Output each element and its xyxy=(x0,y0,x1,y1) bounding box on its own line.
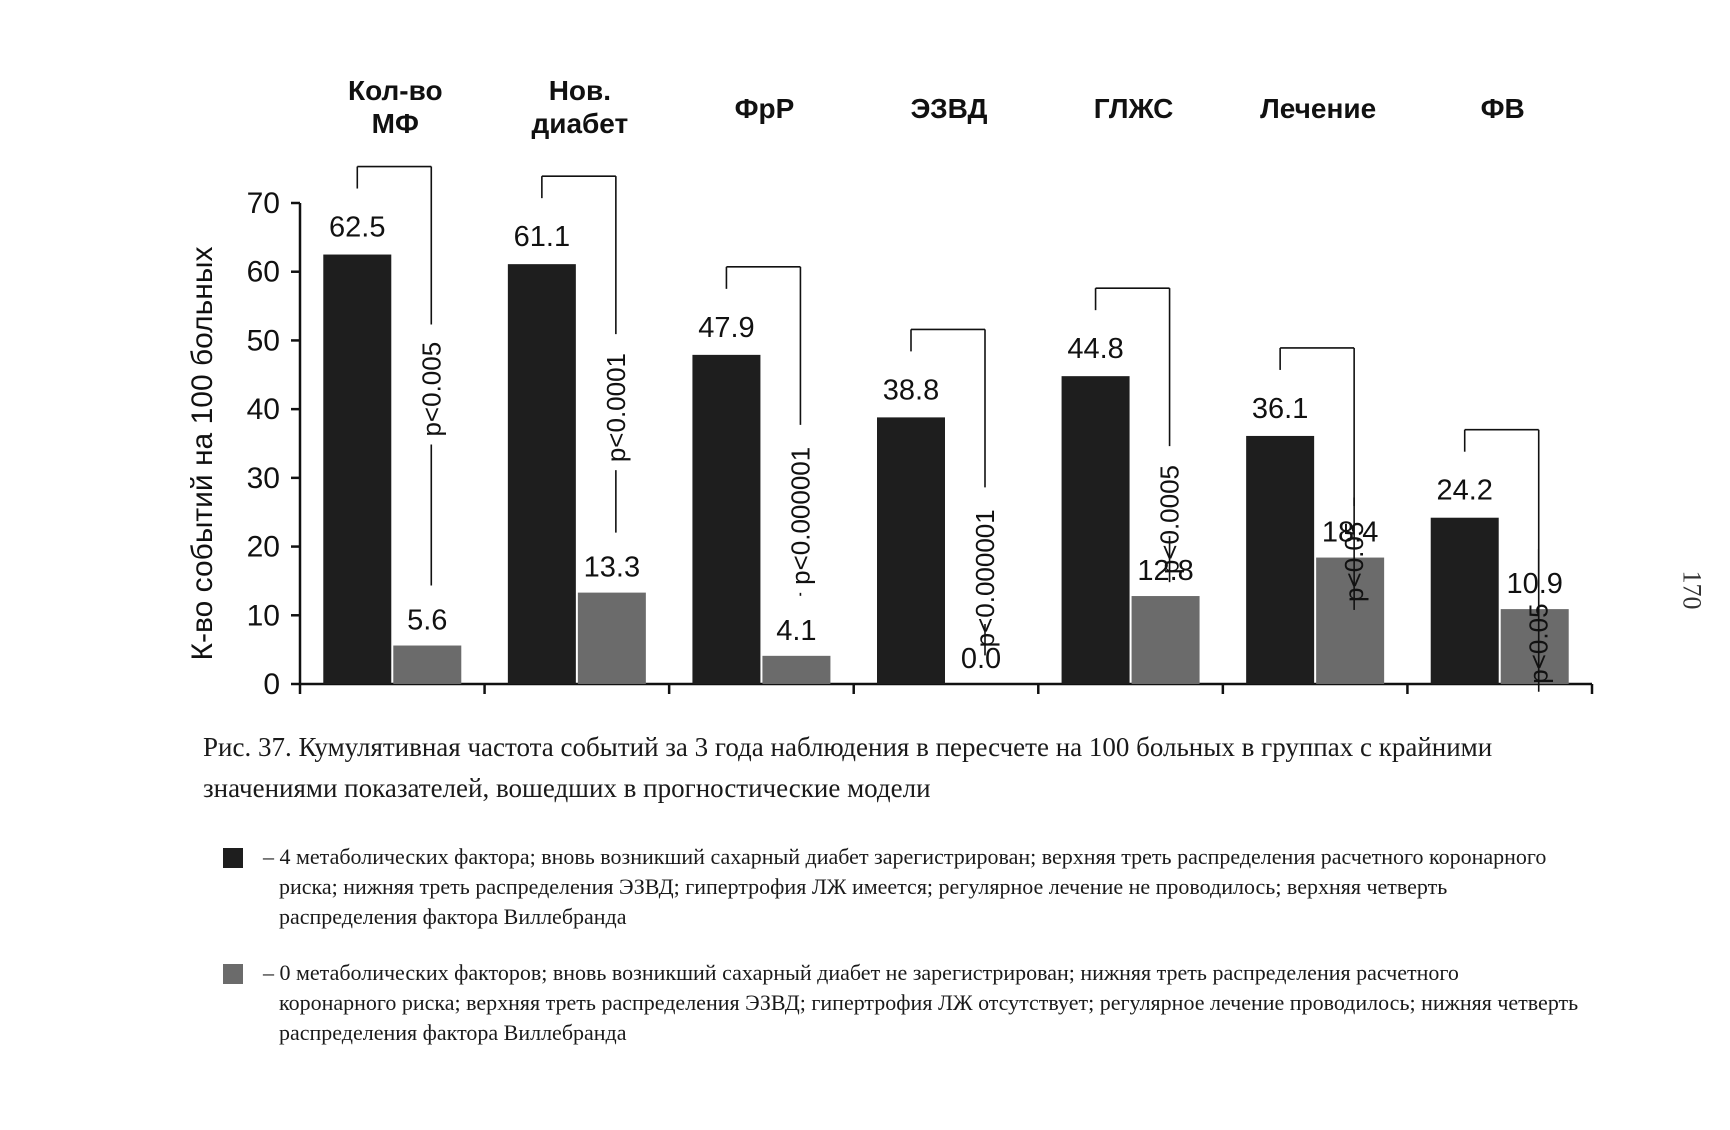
page-number: 170 xyxy=(1677,570,1707,610)
p-value-label: p<0.005 xyxy=(416,342,446,437)
y-axis-title: К-во событий на 100 больных xyxy=(186,247,219,661)
bar-group-max xyxy=(507,264,576,684)
value-label: 62.5 xyxy=(329,212,385,244)
category-label: ГЛЖС xyxy=(1094,93,1174,124)
p-value-label: p<0.000001 xyxy=(785,447,815,585)
category-label: ФрР xyxy=(735,93,795,124)
category-label: ФВ xyxy=(1481,93,1525,124)
p-value-label: p<0.0005 xyxy=(1155,465,1185,574)
value-label: 10.9 xyxy=(1506,568,1562,600)
category-label: Кол-во xyxy=(348,75,443,106)
value-label: 38.8 xyxy=(883,374,939,406)
y-tick-label: 60 xyxy=(247,256,280,289)
category-label: МФ xyxy=(372,108,419,139)
bar-group-max xyxy=(877,417,945,684)
value-label: 5.6 xyxy=(407,605,447,637)
bar-group-min xyxy=(1316,557,1385,684)
value-label: 61.1 xyxy=(514,221,570,253)
value-label: 24.2 xyxy=(1436,475,1492,507)
bar-chart: 0 10 20 30 40 50 60 70 К-во событий на 100 больн… xyxy=(186,75,1594,701)
bar-group-min xyxy=(762,655,831,684)
legend-swatch-grey xyxy=(223,964,243,984)
bar-group-min xyxy=(393,645,462,684)
value-label: 13.3 xyxy=(584,552,640,584)
bar-group-min xyxy=(1131,596,1200,684)
p-value-label: p<0.05 xyxy=(1339,522,1369,602)
bar-group-max xyxy=(1246,435,1315,684)
value-label: 18.4 xyxy=(1322,517,1378,549)
value-label: 12.8 xyxy=(1137,555,1193,587)
value-label: 36.1 xyxy=(1252,393,1308,425)
legend-text-group-min: – 0 метаболических факторов; вновь возни… xyxy=(263,960,1579,1045)
value-label: 4.1 xyxy=(776,615,816,647)
y-tick-label: 70 xyxy=(247,187,280,220)
p-value-label: p<0.0001 xyxy=(601,353,631,462)
y-tick-label: 30 xyxy=(247,462,280,495)
bar-group-max xyxy=(1061,376,1130,684)
y-tick-label: 40 xyxy=(247,393,280,426)
bar-group-max xyxy=(323,254,392,685)
value-label: 0.0 xyxy=(961,643,1001,675)
category-label: диабет xyxy=(531,108,628,139)
bar-group-min xyxy=(577,592,646,684)
value-label: 47.9 xyxy=(698,312,754,344)
bar-group-min xyxy=(1500,609,1569,684)
p-value-label: p<0.000001 xyxy=(970,509,1000,647)
figure-caption: Рис. 37. Кумулятивная частота событий за… xyxy=(203,732,1493,803)
value-label: 44.8 xyxy=(1067,333,1123,365)
y-tick-label: 0 xyxy=(263,668,280,701)
y-tick-label: 20 xyxy=(247,531,280,564)
category-label: Нов. xyxy=(549,75,611,106)
p-value-label: p<0.05 xyxy=(1524,603,1554,683)
y-tick-label: 50 xyxy=(247,324,280,357)
bar-group-max xyxy=(692,354,761,684)
bar-group-max xyxy=(1430,517,1499,684)
category-label: Лечение xyxy=(1260,93,1376,124)
y-tick-label: 10 xyxy=(247,599,280,632)
legend-swatch-dark xyxy=(223,848,243,868)
legend-text-group-max: – 4 метаболических фактора; вновь возник… xyxy=(263,844,1547,929)
category-label: ЭЗВД xyxy=(911,93,988,124)
